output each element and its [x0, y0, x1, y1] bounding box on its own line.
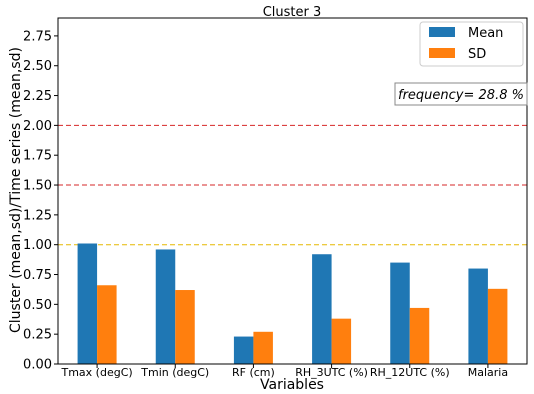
bar-sd-5 — [487, 288, 508, 364]
y-tick-label-11: 2.75 — [23, 29, 52, 44]
x-tick-label-4: RH_12UTC (%) — [370, 366, 450, 379]
annotation-box-frame — [394, 82, 528, 106]
bar-mean-3 — [312, 254, 332, 364]
x-tick-label-3: RH_3UTC (%) — [295, 366, 368, 379]
x-tick-label-0: Tmax (degC) — [60, 366, 132, 379]
x-axis-title: Variables — [260, 377, 324, 393]
x-axis: Tmax (degC) Tmin (degC) RF (cm) RH_3UTC (%)… — [60, 364, 508, 379]
bar-sd-2 — [253, 331, 273, 364]
annotation-text: frequency= 28.8 % — [398, 88, 524, 103]
x-tick-label-5: Malaria — [468, 366, 508, 379]
bar-sd-4 — [409, 307, 430, 364]
y-tick-label-1: 0.25 — [23, 328, 52, 343]
y-tick-label-3: 0.75 — [23, 268, 52, 283]
bar-sd-1 — [175, 290, 195, 364]
y-tick-label-0: 0.00 — [23, 358, 52, 373]
x-tick-label-2: RF (cm) — [232, 366, 275, 379]
y-tick-label-10: 2.50 — [23, 59, 52, 74]
y-axis-title: Cluster (mean,sd)/Time series (mean,sd) — [8, 47, 24, 333]
bar-mean-2 — [233, 336, 254, 364]
bars-group — [77, 243, 508, 364]
y-tick-label-5: 1.25 — [23, 208, 52, 223]
reference-lines — [58, 124, 527, 246]
bar-sd-0 — [97, 285, 117, 364]
plot-frame — [57, 17, 528, 365]
frequency-annotation: frequency= 28.8 % — [394, 82, 528, 106]
y-tick-label-2: 0.50 — [23, 298, 52, 313]
y-axis: 0.00 0.25 0.50 0.75 1.00 1.25 1.50 1.75 2.00 2.25… — [23, 29, 58, 373]
bar-mean-5 — [468, 268, 488, 364]
y-tick-label-8: 2.00 — [23, 119, 52, 134]
x-tick-label-1: Tmin (degC) — [140, 366, 209, 379]
bar-mean-4 — [390, 262, 410, 364]
y-tick-label-6: 1.50 — [23, 179, 52, 194]
legend-swatch-mean — [429, 27, 455, 37]
y-tick-label-7: 1.75 — [23, 149, 52, 164]
legend: Mean SD — [419, 21, 524, 67]
y-tick-label-9: 2.25 — [23, 89, 52, 104]
legend-label-sd: SD — [468, 47, 486, 62]
y-tick-label-4: 1.00 — [23, 238, 52, 253]
legend-label-mean: Mean — [468, 26, 503, 41]
bar-sd-3 — [331, 318, 352, 364]
chart-title: Cluster 3 — [263, 5, 322, 20]
bar-mean-0 — [77, 243, 98, 364]
bar-mean-1 — [155, 249, 176, 364]
legend-swatch-sd — [429, 48, 455, 58]
